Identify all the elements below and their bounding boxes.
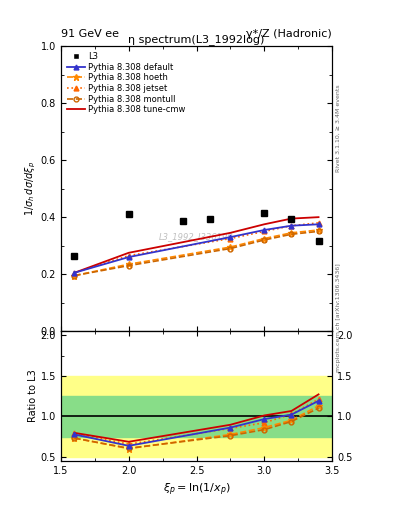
Pythia 8.308 default — [316, 221, 321, 227]
Text: L3_1992_I336190: L3_1992_I336190 — [159, 232, 234, 242]
Pythia 8.308 hoeth — [262, 236, 266, 242]
Legend: L3, Pythia 8.308 default, Pythia 8.308 hoeth, Pythia 8.308 jetset, Pythia 8.308 : L3, Pythia 8.308 default, Pythia 8.308 h… — [65, 50, 187, 116]
Y-axis label: Ratio to L3: Ratio to L3 — [28, 370, 38, 422]
Pythia 8.308 jetset — [228, 236, 233, 242]
Pythia 8.308 montull — [316, 228, 321, 234]
Pythia 8.308 tune-cmw — [126, 250, 131, 256]
Pythia 8.308 hoeth — [228, 244, 233, 250]
Pythia 8.308 default — [262, 227, 266, 233]
Pythia 8.308 jetset — [262, 228, 266, 234]
Line: Pythia 8.308 hoeth: Pythia 8.308 hoeth — [71, 226, 322, 279]
Pythia 8.308 montull — [72, 272, 77, 279]
Pythia 8.308 jetset — [72, 270, 77, 276]
Pythia 8.308 default — [72, 270, 77, 276]
Pythia 8.308 hoeth — [72, 272, 77, 279]
Pythia 8.308 tune-cmw — [262, 221, 266, 227]
Pythia 8.308 montull — [289, 231, 294, 238]
Pythia 8.308 default — [289, 223, 294, 229]
Line: Pythia 8.308 tune-cmw: Pythia 8.308 tune-cmw — [75, 217, 318, 273]
X-axis label: $\xi_p=\ln(1/x_p)$: $\xi_p=\ln(1/x_p)$ — [163, 481, 230, 498]
Pythia 8.308 tune-cmw — [72, 270, 77, 276]
Pythia 8.308 hoeth — [316, 227, 321, 233]
Pythia 8.308 montull — [228, 245, 233, 251]
Text: γ*/Z (Hadronic): γ*/Z (Hadronic) — [246, 29, 332, 39]
Text: mcplots.cern.ch [arXiv:1306.3436]: mcplots.cern.ch [arXiv:1306.3436] — [336, 263, 341, 372]
Pythia 8.308 default — [126, 254, 131, 260]
Pythia 8.308 hoeth — [126, 261, 131, 267]
Line: Pythia 8.308 jetset: Pythia 8.308 jetset — [72, 221, 321, 275]
Pythia 8.308 default — [228, 234, 233, 240]
Text: 91 GeV ee: 91 GeV ee — [61, 29, 119, 39]
Title: η spectrum(L3_1992log): η spectrum(L3_1992log) — [128, 34, 265, 45]
Pythia 8.308 tune-cmw — [316, 214, 321, 220]
Pythia 8.308 tune-cmw — [228, 230, 233, 236]
Pythia 8.308 tune-cmw — [289, 216, 294, 222]
Pythia 8.308 jetset — [316, 220, 321, 226]
Y-axis label: $1/\sigma_{h}\,d\sigma/d\xi_p$: $1/\sigma_{h}\,d\sigma/d\xi_p$ — [24, 161, 38, 216]
Pythia 8.308 hoeth — [289, 230, 294, 236]
Pythia 8.308 jetset — [289, 223, 294, 229]
Pythia 8.308 montull — [262, 237, 266, 243]
Line: Pythia 8.308 default: Pythia 8.308 default — [72, 222, 321, 275]
Line: Pythia 8.308 montull: Pythia 8.308 montull — [72, 229, 321, 278]
Text: Rivet 3.1.10, ≥ 3.4M events: Rivet 3.1.10, ≥ 3.4M events — [336, 84, 341, 172]
Pythia 8.308 montull — [126, 263, 131, 269]
Pythia 8.308 jetset — [126, 252, 131, 259]
